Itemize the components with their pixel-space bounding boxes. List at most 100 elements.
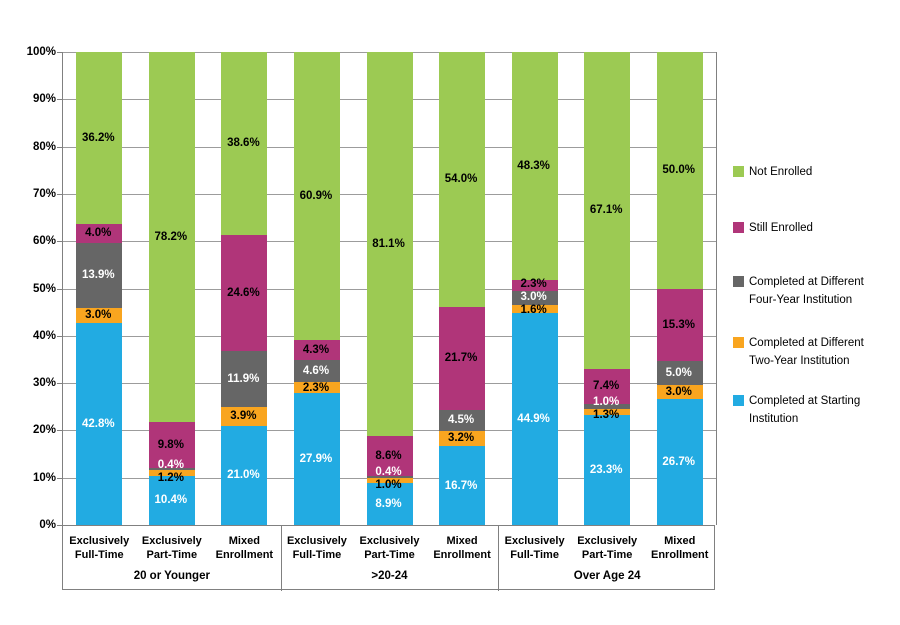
data-label: 24.6% (227, 286, 260, 299)
bar-segment (584, 368, 631, 404)
group-divider (280, 526, 282, 591)
data-label: 4.5% (447, 414, 475, 427)
data-label: 15.3% (662, 318, 696, 331)
y-tick-mark (57, 193, 62, 195)
y-tick-label: 20% (32, 424, 56, 437)
bar-segment (584, 403, 631, 409)
y-tick-label: 60% (32, 235, 56, 248)
data-label: 2.3% (302, 381, 330, 394)
bar-segment (439, 446, 486, 525)
bar-segment (511, 290, 558, 306)
bar-segment (656, 384, 703, 399)
x-category-label: Mixed Enrollment (215, 535, 274, 561)
legend-label: Completed at Starting Institution (749, 395, 861, 425)
y-tick-label: 90% (32, 93, 56, 106)
data-label: 1.0% (375, 479, 402, 492)
x-category-label: Exclusively Full-Time (504, 535, 565, 561)
bar-segment (221, 350, 268, 408)
data-label: 1.3% (593, 409, 620, 422)
y-tick-label: 0% (39, 519, 56, 531)
bar-segment (656, 398, 703, 525)
data-label: 8.6% (375, 449, 402, 462)
y-tick-mark (57, 383, 62, 385)
bar-segment (293, 382, 340, 394)
data-label: 7.4% (593, 380, 620, 393)
x-category-label: Mixed Enrollment (650, 535, 709, 561)
legend-item: Not Enrolled (733, 163, 812, 181)
data-label: 8.9% (375, 497, 402, 510)
y-tick-mark (57, 146, 62, 148)
legend-label: Completed at Different Four-Year Institut… (749, 276, 864, 306)
data-label: 1.0% (593, 396, 620, 409)
data-label: 3.2% (447, 432, 475, 445)
y-tick-mark (57, 477, 62, 479)
bar-segment (439, 306, 486, 410)
legend: Not Enrolled Still Enrolled Completed at D… (733, 0, 900, 625)
data-label: 48.3% (517, 159, 550, 172)
legend-swatch (733, 222, 744, 233)
data-label: 3.9% (230, 410, 257, 423)
data-label: 13.9% (81, 269, 115, 282)
bar-segment (439, 51, 486, 307)
data-label: 1.2% (157, 471, 184, 484)
data-label: 5.0% (665, 366, 692, 379)
y-tick-label: 10% (32, 471, 56, 484)
data-label: 4.6% (302, 365, 330, 378)
legend-swatch (733, 166, 744, 177)
data-label: 4.0% (85, 227, 112, 240)
data-label: 78.2% (154, 230, 188, 243)
data-label: 11.9% (227, 373, 260, 386)
bar-segment (293, 360, 340, 383)
bar-segment (366, 482, 413, 525)
bar-segment (293, 52, 340, 341)
data-label: 67.1% (589, 204, 623, 217)
y-tick-mark (57, 430, 62, 432)
bar-segment (511, 51, 558, 280)
bar-segment (439, 430, 486, 446)
legend-swatch (733, 337, 744, 348)
y-tick-mark (57, 52, 62, 53)
bar-segment (656, 360, 703, 385)
y-tick-mark (57, 288, 62, 290)
bar-segment (511, 305, 558, 313)
bar-segment (511, 279, 558, 291)
bar-segment (148, 475, 195, 525)
x-group-label: Over Age 24 (573, 570, 641, 582)
data-label: 60.9% (299, 190, 333, 203)
data-label: 0.4% (375, 466, 402, 479)
bar-segment (293, 393, 340, 525)
y-tick-label: 80% (32, 140, 56, 153)
bar-segment (76, 242, 123, 309)
bar-segment (148, 52, 195, 422)
y-tick-label: 50% (32, 282, 56, 295)
bar-segment (366, 478, 413, 483)
data-label: 9.8% (157, 439, 184, 452)
legend-label: Not Enrolled (749, 166, 813, 178)
x-category-label: Mixed Enrollment (433, 535, 491, 561)
data-label: 3.0% (520, 291, 547, 304)
y-tick-label: 40% (32, 329, 56, 342)
bar-segment (656, 288, 703, 361)
plot-area (62, 51, 717, 525)
x-category-label: Exclusively Part-Time (141, 535, 202, 561)
bar-segment (656, 52, 703, 289)
bar-segment (76, 223, 123, 243)
bar-segment (76, 322, 123, 525)
legend-item: Completed at Different Four-Year Institut… (733, 273, 864, 309)
bar-segment (584, 408, 631, 415)
data-label: 21.0% (227, 469, 260, 482)
data-label: 3.0% (85, 309, 112, 322)
bar-segment (366, 435, 413, 477)
bar-segment (221, 52, 268, 235)
legend-label: Still Enrolled (749, 222, 813, 234)
y-tick-label: 100% (26, 46, 56, 58)
data-label: 50.0% (662, 164, 696, 177)
data-label: 27.9% (299, 453, 333, 466)
legend-item: Still Enrolled (733, 219, 813, 237)
data-label: 44.9% (517, 412, 550, 425)
legend-item: Completed at Different Two-Year Instituti… (733, 334, 864, 370)
legend-label: Completed at Different Two-Year Instituti… (749, 337, 864, 367)
data-label: 81.1% (372, 237, 405, 250)
bar-segment (148, 470, 195, 476)
bar-segment (76, 308, 123, 323)
